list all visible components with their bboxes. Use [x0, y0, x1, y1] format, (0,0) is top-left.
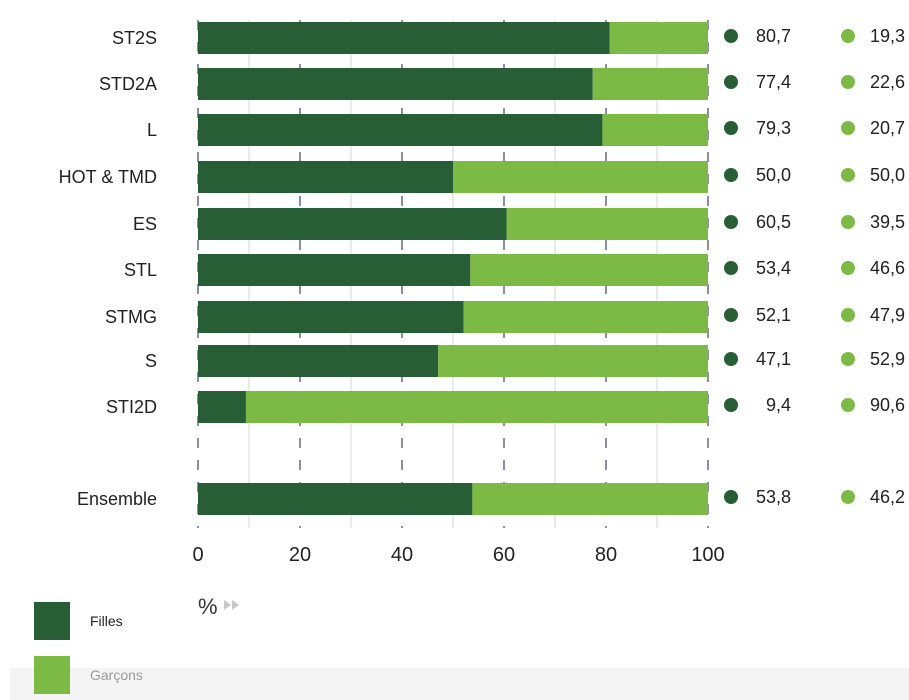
- dot-garcons: [841, 29, 855, 43]
- value-label-filles: 60,5: [756, 212, 791, 232]
- x-tick-label: 100: [691, 544, 724, 566]
- bar-garcons: [245, 391, 708, 423]
- bar-filles: [198, 345, 439, 377]
- x-tick-label: 40: [391, 544, 413, 566]
- bar-garcons: [592, 68, 708, 100]
- category-label: Ensemble: [77, 489, 157, 509]
- category-label: ST2S: [112, 28, 157, 48]
- dot-garcons: [841, 75, 855, 89]
- dot-garcons: [841, 490, 855, 504]
- bar-filles: [198, 161, 453, 193]
- legend-swatch-garcons: [34, 656, 70, 694]
- value-label-garcons: 20,7: [870, 118, 905, 138]
- bar-garcons: [470, 254, 708, 286]
- legend: Filles Garçons: [0, 588, 909, 700]
- dot-garcons: [841, 121, 855, 135]
- category-label: ES: [133, 214, 157, 234]
- category-label: S: [145, 351, 157, 371]
- bar-garcons: [463, 301, 708, 333]
- value-label-filles: 52,1: [756, 305, 791, 325]
- value-label-filles: 47,1: [756, 349, 791, 369]
- value-label-garcons: 46,2: [870, 487, 905, 507]
- legend-item-garcons: Garçons: [34, 656, 143, 694]
- value-label-filles: 9,4: [766, 395, 791, 415]
- dot-garcons: [841, 308, 855, 322]
- legend-label-filles: Filles: [90, 613, 123, 629]
- bar-filles: [198, 22, 610, 54]
- value-label-garcons: 22,6: [870, 72, 905, 92]
- dot-filles: [724, 75, 738, 89]
- legend-swatch-filles: [34, 602, 70, 640]
- bar-garcons: [453, 161, 708, 193]
- legend-label-garcons: Garçons: [90, 667, 143, 683]
- bar-filles: [198, 301, 464, 333]
- bars: [198, 22, 708, 515]
- category-label: STMG: [105, 307, 157, 327]
- dot-filles: [724, 308, 738, 322]
- dot-filles: [724, 352, 738, 366]
- x-tick-label: 80: [595, 544, 617, 566]
- unit-arrows-icon: [224, 600, 239, 610]
- value-label-garcons: 50,0: [870, 165, 905, 185]
- category-label: STD2A: [99, 74, 157, 94]
- legend-item-filles: Filles: [34, 602, 123, 640]
- category-label: STI2D: [106, 397, 157, 417]
- value-label-filles: 79,3: [756, 118, 791, 138]
- x-tick-label: 0: [192, 544, 203, 566]
- dot-garcons: [841, 398, 855, 412]
- value-label-filles: 53,8: [756, 487, 791, 507]
- bar-filles: [198, 391, 246, 423]
- category-label: HOT & TMD: [59, 167, 157, 187]
- value-label-filles: 77,4: [756, 72, 791, 92]
- dot-garcons: [841, 261, 855, 275]
- bar-garcons: [438, 345, 708, 377]
- value-label-garcons: 46,6: [870, 258, 905, 278]
- category-label: STL: [124, 260, 157, 280]
- value-label-garcons: 52,9: [870, 349, 905, 369]
- value-label-garcons: 39,5: [870, 212, 905, 232]
- dot-filles: [724, 490, 738, 504]
- value-label-filles: 53,4: [756, 258, 791, 278]
- category-labels: ST2S STD2A L HOT & TMD ES STL STMG S STI2D Ensemb…: [59, 28, 157, 509]
- bar-filles: [198, 208, 507, 240]
- dot-filles: [724, 168, 738, 182]
- bar-garcons: [609, 22, 708, 54]
- bar-filles: [198, 254, 471, 286]
- legend-band: [10, 668, 909, 700]
- bar-garcons: [506, 208, 708, 240]
- value-label-filles: 50,0: [756, 165, 791, 185]
- bar-filles: [198, 68, 593, 100]
- category-label: L: [147, 120, 157, 140]
- value-label-garcons: 90,6: [870, 395, 905, 415]
- value-labels: 80,7 19,3 77,4 22,6 79,3 20,7 50,0 50,0 60,5 39,5…: [724, 26, 905, 507]
- dot-filles: [724, 398, 738, 412]
- dot-filles: [724, 215, 738, 229]
- value-label-garcons: 19,3: [870, 26, 905, 46]
- x-tick-label: 20: [289, 544, 311, 566]
- unit-label: %: [198, 594, 218, 619]
- dot-garcons: [841, 168, 855, 182]
- bar-filles: [198, 114, 603, 146]
- dot-filles: [724, 261, 738, 275]
- value-label-garcons: 47,9: [870, 305, 905, 325]
- bar-filles: [198, 483, 473, 515]
- dot-filles: [724, 29, 738, 43]
- dot-garcons: [841, 215, 855, 229]
- bar-garcons: [602, 114, 708, 146]
- dot-filles: [724, 121, 738, 135]
- bar-garcons: [472, 483, 708, 515]
- value-label-filles: 80,7: [756, 26, 791, 46]
- x-tick-label: 60: [493, 544, 515, 566]
- dot-garcons: [841, 352, 855, 366]
- x-tick-labels: 0 20 40 60 80 100: [192, 544, 724, 566]
- chart: ST2S STD2A L HOT & TMD ES STL STMG S STI2D Ensemb…: [59, 20, 905, 619]
